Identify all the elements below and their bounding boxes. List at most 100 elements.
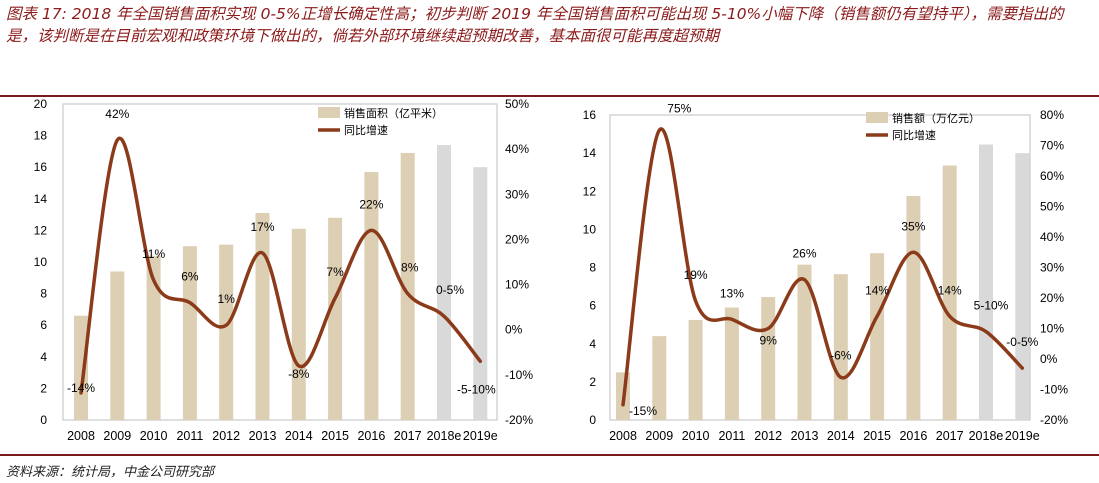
x-tick-label: 2012 [212, 429, 240, 443]
top-rule [0, 95, 1099, 97]
x-tick-label: 2016 [357, 429, 385, 443]
y-tick-label: 0 [589, 413, 596, 427]
data-label: -0-5% [1006, 335, 1038, 349]
bar-2011 [724, 307, 739, 420]
y2-tick-label: 0% [505, 323, 523, 337]
bar-2013 [797, 264, 812, 420]
bar-2010 [146, 255, 161, 420]
y-tick-label: 16 [583, 108, 597, 122]
legend-swatch-bar [866, 112, 888, 123]
data-label: 5-10% [974, 299, 1009, 313]
bar-2019e [1015, 153, 1030, 420]
data-label: 42% [105, 107, 129, 121]
data-label: -6% [830, 348, 852, 362]
data-label: 26% [792, 247, 816, 261]
y2-tick-label: 20% [505, 232, 529, 246]
x-tick-label: 2019e [463, 429, 498, 443]
data-label: -14% [67, 381, 95, 395]
x-tick-label: 2008 [609, 429, 637, 443]
y-tick-label: 6 [589, 299, 596, 313]
chart-1: 0 2 4 6 8 10 12 14 16 18 20 -20% -10% 0% 10% 20% 30% 40% 5… [34, 97, 534, 443]
data-label: 14% [938, 283, 962, 297]
y-tick-label: 8 [40, 287, 47, 301]
legend-swatch-bar [318, 107, 340, 118]
x-tick-label: 2011 [718, 429, 745, 443]
y2-tick-label: -20% [505, 413, 533, 427]
y-tick-label: 14 [34, 192, 48, 206]
y-tick-label: 10 [34, 255, 48, 269]
y-tick-label: 20 [34, 97, 48, 111]
data-label: 14% [865, 283, 889, 297]
data-label: 17% [250, 220, 274, 234]
bar-2015 [328, 217, 343, 420]
bar-2008 [74, 315, 88, 420]
legend: 销售额（万亿元） 同比增速 [866, 111, 980, 142]
x-tick-label: 2010 [140, 429, 168, 443]
legend-label-bar: 销售额（万亿元） [892, 111, 980, 125]
bar-2009 [652, 336, 667, 420]
bar-2010 [688, 319, 703, 420]
x-tick-label: 2009 [645, 429, 673, 443]
y2-tick-label: 60% [1040, 169, 1064, 183]
legend-label-line: 同比增速 [344, 123, 388, 137]
y2-tick-label: 70% [1040, 139, 1064, 153]
data-label: 9% [760, 334, 778, 348]
y2-tick-label: 80% [1040, 108, 1064, 122]
data-label: 11% [142, 247, 165, 261]
x-tick-label: 2016 [899, 429, 927, 443]
bar-2011 [182, 246, 197, 420]
figure-caption: 图表 17: 2018 年全国销售面积实现 0-5%正增长确定性高；初步判断 2… [6, 5, 1064, 45]
legend-label-bar: 销售面积（亿平米） [344, 106, 443, 120]
y-tick-label: 0 [40, 413, 47, 427]
x-tick-label: 2018e [969, 429, 1004, 443]
bar-2012 [761, 297, 776, 420]
bar-2012 [219, 244, 234, 420]
x-tick-label: 2013 [791, 429, 819, 443]
x-tick-label: 2012 [754, 429, 782, 443]
data-label: -8% [288, 367, 310, 381]
y-tick-label: 4 [40, 350, 47, 364]
y2-tick-label: 0% [1040, 352, 1058, 366]
bar-2015 [870, 253, 885, 420]
bar-2014 [833, 274, 848, 420]
y2-tick-label: 40% [505, 142, 529, 156]
y2-tick-label: 50% [505, 97, 529, 111]
y2-tick-label: 30% [505, 187, 529, 201]
data-label: 35% [901, 219, 925, 233]
legend-label-line: 同比增速 [892, 128, 936, 142]
x-tick-label: 2018e [427, 429, 462, 443]
y-tick-label: 2 [589, 375, 596, 389]
x-tick-label: 2008 [67, 429, 95, 443]
data-label: 7% [326, 265, 344, 279]
data-label: -15% [629, 404, 657, 418]
data-label: 6% [181, 270, 199, 284]
y2-tick-label: 10% [1040, 322, 1064, 336]
x-tick-label: 2010 [682, 429, 710, 443]
data-label: 1% [218, 292, 236, 306]
y2-tick-label: -20% [1040, 413, 1068, 427]
bar-2009 [110, 271, 125, 420]
y-tick-label: 6 [40, 318, 47, 332]
chart-2: 0 2 4 6 8 10 12 14 16 -20% -10% 0% 10% 20% 30% 40% 50% 60… [583, 101, 1069, 443]
growth-line [79, 136, 483, 395]
bar-2014 [291, 228, 306, 420]
data-label: 13% [720, 286, 744, 300]
data-label: 19% [684, 268, 708, 282]
legend: 销售面积（亿平米） 同比增速 [318, 106, 443, 137]
y2-tick-label: -10% [505, 368, 533, 382]
plot-frame [62, 103, 498, 421]
y2-tick-label: -10% [1040, 383, 1068, 397]
bar-2017 [400, 152, 415, 421]
x-tick-label: 2014 [285, 429, 313, 443]
y2-tick-label: 50% [1040, 200, 1064, 214]
bottom-rule [0, 454, 1099, 456]
y2-tick-label: 20% [1040, 291, 1064, 305]
y2-tick-label: 10% [505, 278, 529, 292]
y-tick-label: 8 [589, 261, 596, 275]
y-tick-label: 10 [583, 222, 597, 236]
y2-tick-label: 40% [1040, 230, 1064, 244]
y-tick-label: 18 [34, 129, 48, 143]
x-tick-label: 2015 [863, 429, 891, 443]
y-tick-label: 4 [589, 337, 596, 351]
